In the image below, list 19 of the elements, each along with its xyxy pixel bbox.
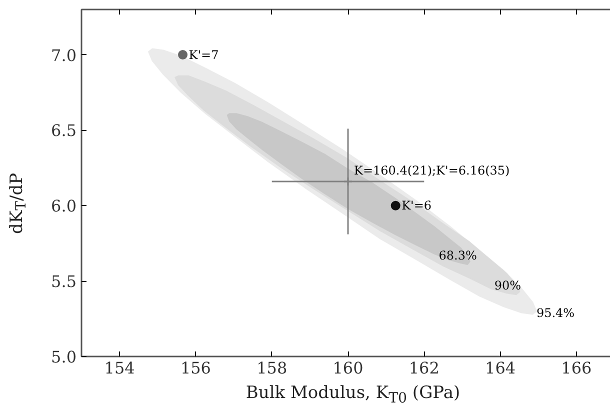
x-tick-label: 158: [256, 358, 288, 378]
x-tick-label: 156: [180, 358, 211, 378]
y-tick-label: 6.0: [51, 196, 77, 216]
x-tick-label: 166: [561, 358, 592, 378]
series-label: 95.4%: [536, 306, 575, 320]
x-tick-label: 164: [485, 358, 516, 378]
annotation: K=160.4(21);K'=6.16(35): [354, 163, 510, 178]
annotation: K'=7: [188, 48, 219, 62]
annotation: K'=6: [402, 198, 432, 213]
x-tick-label: 162: [408, 358, 440, 378]
y-tick-label: 5.0: [51, 348, 77, 366]
y-tick-label: 6.5: [51, 121, 77, 140]
series-label: 68.3%: [438, 248, 477, 262]
x-tick-label: 160: [332, 358, 364, 378]
y-tick-label: 7.0: [51, 46, 77, 65]
x-axis-title: Bulk Modulus, K$_{T0}$ (GPa): [246, 382, 460, 408]
series-label: 90%: [494, 278, 522, 293]
y-tick-label: 5.5: [51, 272, 77, 292]
x-tick-label: 154: [104, 358, 135, 378]
